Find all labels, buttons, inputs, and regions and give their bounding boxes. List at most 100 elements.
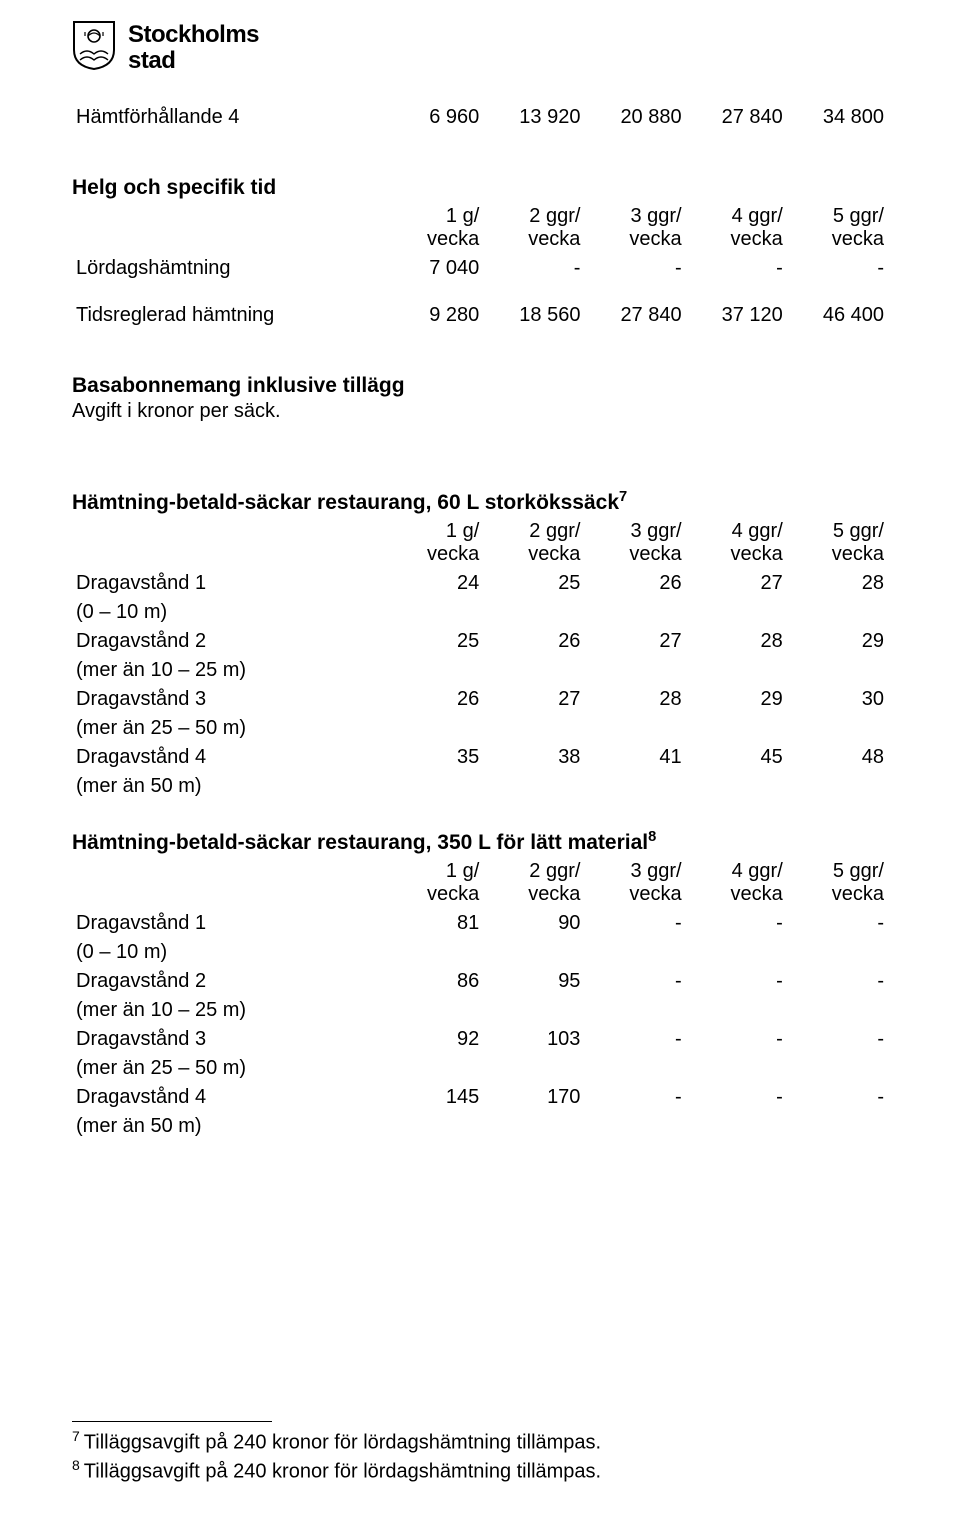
sec60-r2-v2: 28	[584, 685, 685, 714]
footnote-0-num: 7	[72, 1428, 80, 1444]
sec350-table: 1 g/ vecka 2 ggr/ vecka 3 ggr/ vecka 4 g…	[72, 857, 888, 1141]
sec350-r3-v2: -	[584, 1083, 685, 1112]
sec350-r3-v3: -	[686, 1083, 787, 1112]
sec350-h0: 1 g/ vecka	[382, 857, 483, 909]
top-row-label: Hämtförhållande 4	[72, 103, 382, 132]
sec350-r2-v3: -	[686, 1025, 787, 1054]
sec350-r0-v1: 90	[483, 909, 584, 938]
sec60-r3-v0: 35	[382, 743, 483, 772]
sec60-h4: 5 ggr/ vecka	[787, 517, 888, 569]
footnote-1-num: 8	[72, 1457, 80, 1473]
sec60-r2-v3: 29	[686, 685, 787, 714]
sec60-r1-sublabel: (mer än 10 – 25 m)	[72, 656, 382, 685]
sec60-r1-v2: 27	[584, 627, 685, 656]
sec350-r0-sublabel: (0 – 10 m)	[72, 938, 382, 967]
helg-er0-v1: 18 560	[483, 301, 584, 330]
sec350-r2-v4: -	[787, 1025, 888, 1054]
sec350-r1-v3: -	[686, 967, 787, 996]
brand-line2: stad	[128, 48, 259, 73]
sec60-r1-v1: 26	[483, 627, 584, 656]
sec60-r2-sublabel: (mer än 25 – 50 m)	[72, 714, 382, 743]
sec350-r2-sublabel: (mer än 25 – 50 m)	[72, 1054, 382, 1083]
sec350-h4: 5 ggr/ vecka	[787, 857, 888, 909]
sec60-r2-label: Dragavstånd 3	[72, 685, 382, 714]
sec350-r0-label: Dragavstånd 1	[72, 909, 382, 938]
sec60-h0: 1 g/ vecka	[382, 517, 483, 569]
sec60-r1-v0: 25	[382, 627, 483, 656]
sec350-r1-v4: -	[787, 967, 888, 996]
sec350-r2-v1: 103	[483, 1025, 584, 1054]
helg-er0-label: Tidsreglerad hämtning	[72, 301, 382, 330]
helg-table: 1 g/ vecka 2 ggr/ vecka 3 ggr/ vecka 4 g…	[72, 202, 888, 330]
helg-r0-v1: -	[483, 254, 584, 283]
sec350-r2-label: Dragavstånd 3	[72, 1025, 382, 1054]
footnote-rule	[72, 1421, 272, 1422]
sec60-r2-v0: 26	[382, 685, 483, 714]
helg-title: Helg och specifik tid	[72, 176, 888, 200]
sec350-sup: 8	[648, 829, 656, 845]
sec60-r3-sublabel: (mer än 50 m)	[72, 772, 382, 801]
sec60-r0-sublabel: (0 – 10 m)	[72, 598, 382, 627]
sec350-r0-v3: -	[686, 909, 787, 938]
sec350-r1-v1: 95	[483, 967, 584, 996]
crest-icon	[72, 20, 116, 75]
helg-er0-v4: 46 400	[787, 301, 888, 330]
basabonnemang-subtitle: Avgift i kronor per säck.	[72, 400, 888, 423]
footnotes: 7Tilläggsavgift på 240 kronor för lördag…	[72, 1421, 888, 1483]
top-row-v4: 34 800	[787, 103, 888, 132]
helg-h3: 4 ggr/ vecka	[686, 202, 787, 254]
sec60-r3-v2: 41	[584, 743, 685, 772]
top-row-v3: 27 840	[686, 103, 787, 132]
footnote-0-text: Tilläggsavgift på 240 kronor för lördags…	[84, 1432, 601, 1454]
sec60-r0-v0: 24	[382, 569, 483, 598]
sec350-r0-v0: 81	[382, 909, 483, 938]
helg-r0-v4: -	[787, 254, 888, 283]
sec350-h2: 3 ggr/ vecka	[584, 857, 685, 909]
sec350-r0-v4: -	[787, 909, 888, 938]
sec60-r0-v3: 27	[686, 569, 787, 598]
sec350-title-line: Hämtning-betald-säckar restaurang, 350 L…	[72, 829, 888, 855]
footnote-0: 7Tilläggsavgift på 240 kronor för lördag…	[72, 1428, 888, 1455]
sec350-r3-v0: 145	[382, 1083, 483, 1112]
sec60-r0-v2: 26	[584, 569, 685, 598]
sec350-r1-sublabel: (mer än 10 – 25 m)	[72, 996, 382, 1025]
sec60-r3-v3: 45	[686, 743, 787, 772]
top-row-table: Hämtförhållande 4 6 960 13 920 20 880 27…	[72, 103, 888, 132]
sec60-h1: 2 ggr/ vecka	[483, 517, 584, 569]
brand-line1: Stockholms	[128, 22, 259, 47]
helg-h1: 2 ggr/ vecka	[483, 202, 584, 254]
sec60-r1-v3: 28	[686, 627, 787, 656]
sec60-r3-label: Dragavstånd 4	[72, 743, 382, 772]
sec350-r1-v0: 86	[382, 967, 483, 996]
footnote-1: 8Tilläggsavgift på 240 kronor för lördag…	[72, 1457, 888, 1484]
sec60-title-line: Hämtning-betald-säckar restaurang, 60 L …	[72, 489, 888, 515]
sec60-table: 1 g/ vecka 2 ggr/ vecka 3 ggr/ vecka 4 g…	[72, 517, 888, 801]
sec350-r1-label: Dragavstånd 2	[72, 967, 382, 996]
sec60-r1-label: Dragavstånd 2	[72, 627, 382, 656]
sec60-r3-v4: 48	[787, 743, 888, 772]
sec60-r0-v4: 28	[787, 569, 888, 598]
sec350-r0-v2: -	[584, 909, 685, 938]
sec60-r0-label: Dragavstånd 1	[72, 569, 382, 598]
sec60-title: Hämtning-betald-säckar restaurang, 60 L …	[72, 491, 619, 514]
brand-header: Stockholms stad	[72, 20, 888, 75]
top-row-v0: 6 960	[382, 103, 483, 132]
helg-r0-label: Lördagshämtning	[72, 254, 382, 283]
sec350-r3-label: Dragavstånd 4	[72, 1083, 382, 1112]
helg-r0-v3: -	[686, 254, 787, 283]
helg-r0-v0: 7 040	[382, 254, 483, 283]
sec60-h3: 4 ggr/ vecka	[686, 517, 787, 569]
helg-r0-v2: -	[584, 254, 685, 283]
helg-er0-v2: 27 840	[584, 301, 685, 330]
helg-h0: 1 g/ vecka	[382, 202, 483, 254]
sec350-r2-v2: -	[584, 1025, 685, 1054]
helg-h4: 5 ggr/ vecka	[787, 202, 888, 254]
sec60-r2-v1: 27	[483, 685, 584, 714]
sec350-h3: 4 ggr/ vecka	[686, 857, 787, 909]
sec60-r0-v1: 25	[483, 569, 584, 598]
helg-h2: 3 ggr/ vecka	[584, 202, 685, 254]
sec60-r2-v4: 30	[787, 685, 888, 714]
brand-text: Stockholms stad	[128, 22, 259, 72]
helg-er0-v3: 37 120	[686, 301, 787, 330]
sec350-r3-v4: -	[787, 1083, 888, 1112]
